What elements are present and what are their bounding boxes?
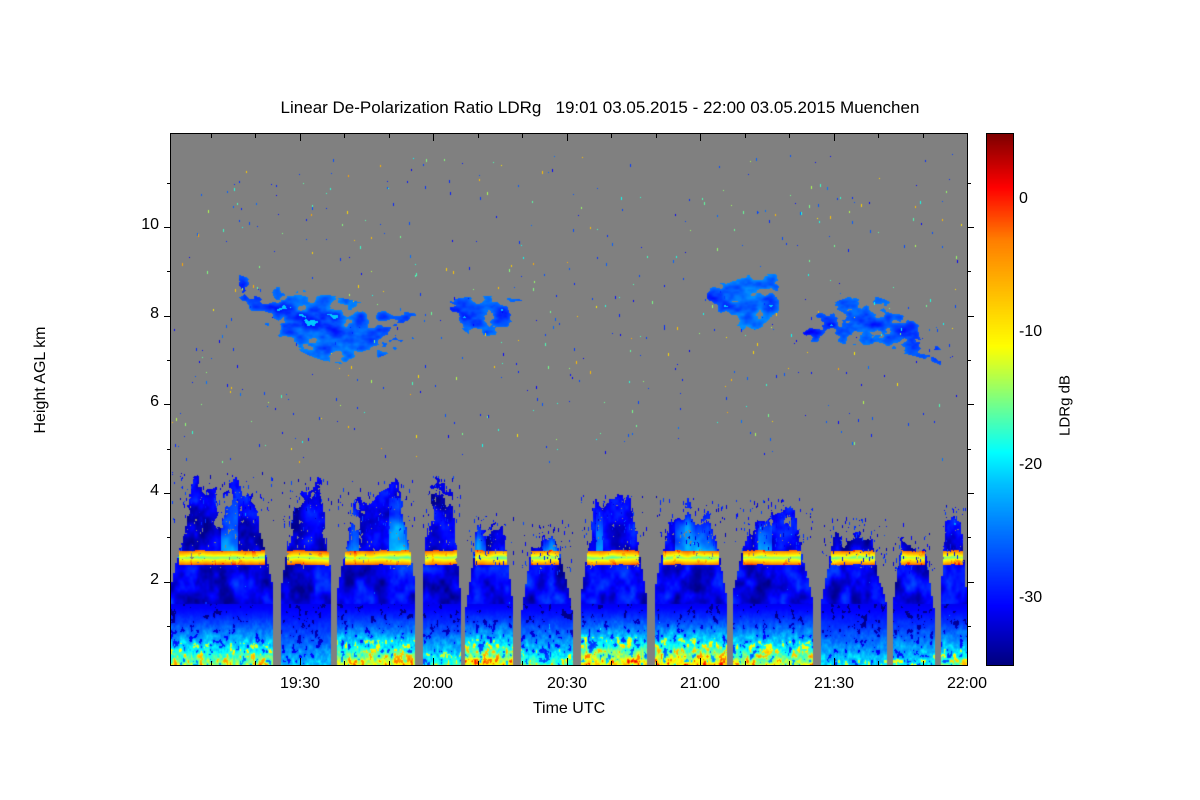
x-tick-major-bottom-3 [700,658,701,665]
colorbar-canvas [987,134,1013,665]
y-tick-major-right-4 [967,227,974,228]
x-tick-minor-top-10 [878,134,879,138]
x-tick-minor-bottom-3 [389,661,390,665]
colorbar-tick-label-2: -20 [1019,456,1043,473]
y-tick-minor-left-3 [167,360,171,361]
x-tick-minor-bottom-7 [656,661,657,665]
x-tick-minor-bottom-0 [211,661,212,665]
y-tick-minor-right-3 [967,360,971,361]
x-tick-minor-bottom-11 [923,661,924,665]
y-tick-minor-right-2 [967,449,971,450]
y-tick-major-right-3 [967,316,974,317]
x-tick-minor-bottom-5 [522,661,523,665]
y-tick-major-right-2 [967,404,974,405]
plot-area [170,133,968,666]
x-tick-major-top-1 [433,134,434,141]
y-tick-major-right-1 [967,493,974,494]
x-tick-label-2: 20:30 [546,675,588,692]
x-tick-label-3: 21:00 [679,675,721,692]
y-tick-label-2: 6 [150,393,159,410]
x-tick-minor-top-2 [344,134,345,138]
y-tick-major-left-0 [164,582,171,583]
y-tick-label-3: 8 [150,305,159,322]
y-axis-label: Height AGL km [32,326,49,434]
x-axis-label: Time UTC [532,700,606,717]
x-tick-minor-bottom-8 [745,661,746,665]
x-tick-minor-bottom-1 [255,661,256,665]
figure-title: Linear De-Polarization Ratio LDRg 19:01 … [280,98,920,117]
x-tick-major-bottom-2 [567,658,568,665]
x-tick-minor-top-7 [656,134,657,138]
y-tick-minor-left-5 [167,183,171,184]
x-tick-major-bottom-5 [967,658,968,665]
x-tick-label-5: 22:00 [946,675,988,692]
y-tick-minor-left-1 [167,537,171,538]
x-tick-label-0: 19:30 [279,675,321,692]
x-tick-major-bottom-0 [300,658,301,665]
y-tick-major-left-3 [164,316,171,317]
x-tick-major-top-4 [834,134,835,141]
y-tick-major-left-4 [164,227,171,228]
x-tick-major-bottom-4 [834,658,835,665]
y-tick-label-0: 2 [150,571,159,588]
x-tick-major-top-3 [700,134,701,141]
y-tick-label-4: 10 [141,216,159,233]
y-tick-minor-left-0 [167,626,171,627]
y-tick-minor-right-5 [967,183,971,184]
x-tick-minor-bottom-10 [878,661,879,665]
y-tick-minor-right-0 [967,626,971,627]
x-tick-major-top-0 [300,134,301,141]
y-tick-minor-left-4 [167,271,171,272]
colorbar-tick-label-0: 0 [1019,190,1028,207]
y-tick-major-left-1 [164,493,171,494]
x-tick-minor-top-9 [789,134,790,138]
y-tick-minor-right-4 [967,271,971,272]
x-tick-label-4: 21:30 [813,675,855,692]
x-tick-major-bottom-1 [433,658,434,665]
colorbar-label: LDRg dB [1056,375,1074,436]
x-tick-major-top-5 [967,134,968,141]
y-tick-label-1: 4 [150,482,159,499]
x-tick-minor-top-6 [611,134,612,138]
x-tick-minor-top-1 [255,134,256,138]
colorbar [986,133,1014,666]
x-tick-minor-bottom-2 [344,661,345,665]
y-tick-major-left-2 [164,404,171,405]
x-tick-minor-bottom-9 [789,661,790,665]
x-tick-minor-top-8 [745,134,746,138]
x-tick-minor-top-3 [389,134,390,138]
colorbar-tick-label-3: -30 [1019,589,1043,606]
y-tick-minor-right-1 [967,537,971,538]
x-tick-minor-bottom-6 [611,661,612,665]
x-tick-minor-top-4 [478,134,479,138]
x-tick-minor-top-5 [522,134,523,138]
x-tick-minor-top-11 [923,134,924,138]
x-tick-minor-bottom-4 [478,661,479,665]
heatmap-canvas [171,134,967,665]
x-tick-major-top-2 [567,134,568,141]
y-tick-minor-left-2 [167,449,171,450]
y-tick-major-right-0 [967,582,974,583]
x-tick-label-1: 20:00 [412,675,454,692]
colorbar-tick-label-1: -10 [1019,323,1043,340]
x-tick-minor-top-0 [211,134,212,138]
